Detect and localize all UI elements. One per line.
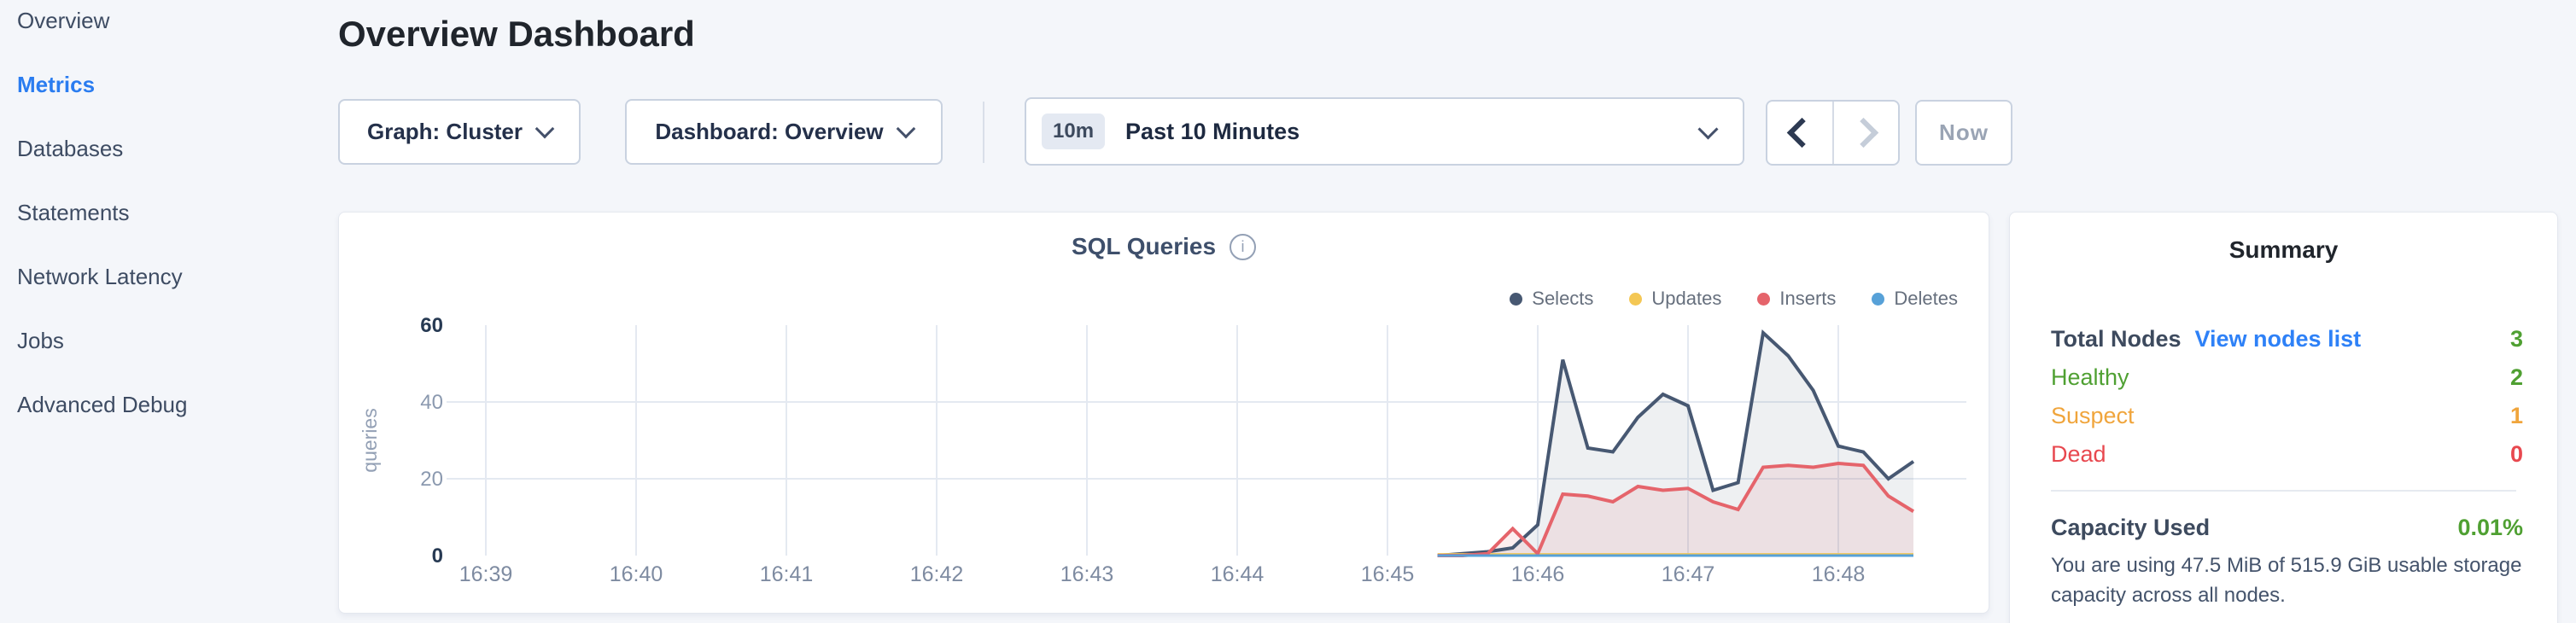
dashboard-dropdown-label: Dashboard: Overview — [655, 119, 884, 144]
svg-text:16:43: 16:43 — [1060, 562, 1114, 586]
suspect-value: 1 — [2509, 403, 2523, 428]
now-button-label: Now — [1939, 119, 1989, 145]
summary-card: Summary Total Nodes View nodes list 3 He… — [2009, 212, 2558, 623]
time-range-badge: 10m — [1042, 114, 1106, 149]
capacity-used-label: Capacity Used — [2051, 515, 2211, 540]
sidebar-item-jobs[interactable]: Jobs — [17, 328, 64, 353]
svg-text:queries: queries — [359, 408, 381, 472]
legend-item-selects: Selects — [1510, 288, 1593, 310]
chevron-down-icon — [1697, 118, 1719, 140]
capacity-used-value: 0.01% — [2457, 515, 2523, 540]
sql-queries-chart-card: SQL Queries i Selects Updates Inserts De… — [338, 212, 1989, 614]
suspect-nodes-row: Suspect 1 — [2051, 403, 2523, 429]
info-icon[interactable]: i — [1230, 233, 1257, 260]
total-nodes-label: Total Nodes — [2051, 326, 2182, 352]
chevron-left-icon — [1787, 117, 1818, 148]
graph-scope-dropdown[interactable]: Graph: Cluster — [338, 99, 581, 165]
svg-text:60: 60 — [420, 314, 443, 337]
dead-value: 0 — [2509, 441, 2523, 467]
sidebar-item-advanced-debug[interactable]: Advanced Debug — [17, 392, 188, 417]
svg-text:40: 40 — [420, 391, 443, 414]
sidebar-item-databases[interactable]: Databases — [17, 136, 124, 161]
time-range-label: Past 10 Minutes — [1125, 118, 1300, 144]
svg-text:16:39: 16:39 — [459, 562, 513, 586]
chart-title-row: SQL Queries i — [339, 233, 1989, 260]
sidebar-item-overview[interactable]: Overview — [17, 8, 110, 33]
chevron-down-icon — [534, 119, 555, 138]
dead-label: Dead — [2051, 441, 2106, 467]
svg-text:16:42: 16:42 — [910, 562, 964, 586]
view-nodes-list-link[interactable]: View nodes list — [2194, 326, 2362, 352]
page-title: Overview Dashboard — [338, 14, 695, 54]
svg-text:16:46: 16:46 — [1511, 562, 1565, 586]
svg-text:16:41: 16:41 — [760, 562, 814, 586]
healthy-value: 2 — [2509, 364, 2523, 390]
legend-item-deletes: Deletes — [1872, 288, 1958, 310]
time-step-buttons — [1766, 100, 1900, 166]
dashboard-dropdown[interactable]: Dashboard: Overview — [625, 99, 943, 165]
sql-queries-plot[interactable]: 16:39 16:40 16:41 16:42 16:43 16:44 16:45 16:46… — [339, 213, 1990, 614]
healthy-label: Healthy — [2051, 364, 2129, 390]
sidebar-item-statements[interactable]: Statements — [17, 200, 130, 225]
svg-text:16:40: 16:40 — [610, 562, 663, 586]
selects-dot-icon — [1510, 292, 1523, 306]
total-nodes-value: 3 — [2509, 326, 2523, 352]
healthy-nodes-row: Healthy 2 — [2051, 364, 2523, 391]
time-range-dropdown[interactable]: 10m Past 10 Minutes — [1025, 97, 1744, 166]
svg-text:16:44: 16:44 — [1211, 562, 1265, 586]
total-nodes-row: Total Nodes View nodes list 3 — [2051, 326, 2523, 352]
now-button[interactable]: Now — [1915, 100, 2012, 166]
time-prev-button[interactable] — [1767, 102, 1834, 164]
capacity-description: You are using 47.5 MiB of 515.9 GiB usab… — [2051, 554, 2522, 607]
svg-text:16:48: 16:48 — [1812, 562, 1866, 586]
graph-scope-dropdown-label: Graph: Cluster — [366, 119, 523, 144]
chart-legend: Selects Updates Inserts Deletes — [1510, 288, 1958, 310]
legend-item-updates: Updates — [1629, 288, 1721, 310]
summary-divider — [2051, 490, 2516, 492]
svg-text:16:45: 16:45 — [1361, 562, 1415, 586]
deletes-dot-icon — [1872, 292, 1885, 306]
updates-dot-icon — [1629, 292, 1643, 306]
chevron-down-icon — [896, 119, 915, 138]
suspect-label: Suspect — [2051, 403, 2135, 428]
chevron-right-icon — [1848, 117, 1878, 148]
svg-text:16:47: 16:47 — [1662, 562, 1715, 586]
svg-text:0: 0 — [432, 544, 443, 568]
svg-text:20: 20 — [420, 468, 443, 491]
time-next-button[interactable] — [1834, 102, 1899, 164]
toolbar-divider — [983, 102, 984, 163]
capacity-used-row: Capacity Used 0.01% — [2051, 515, 2523, 541]
legend-item-inserts: Inserts — [1757, 288, 1836, 310]
sidebar-item-metrics[interactable]: Metrics — [17, 72, 96, 97]
inserts-dot-icon — [1757, 292, 1771, 306]
sidebar-item-network-latency[interactable]: Network Latency — [17, 264, 183, 289]
summary-title: Summary — [2228, 236, 2339, 263]
chart-title: SQL Queries — [1071, 233, 1217, 259]
sidebar: Overview Metrics Databases Statements Ne… — [17, 0, 299, 437]
dead-nodes-row: Dead 0 — [2051, 441, 2523, 468]
